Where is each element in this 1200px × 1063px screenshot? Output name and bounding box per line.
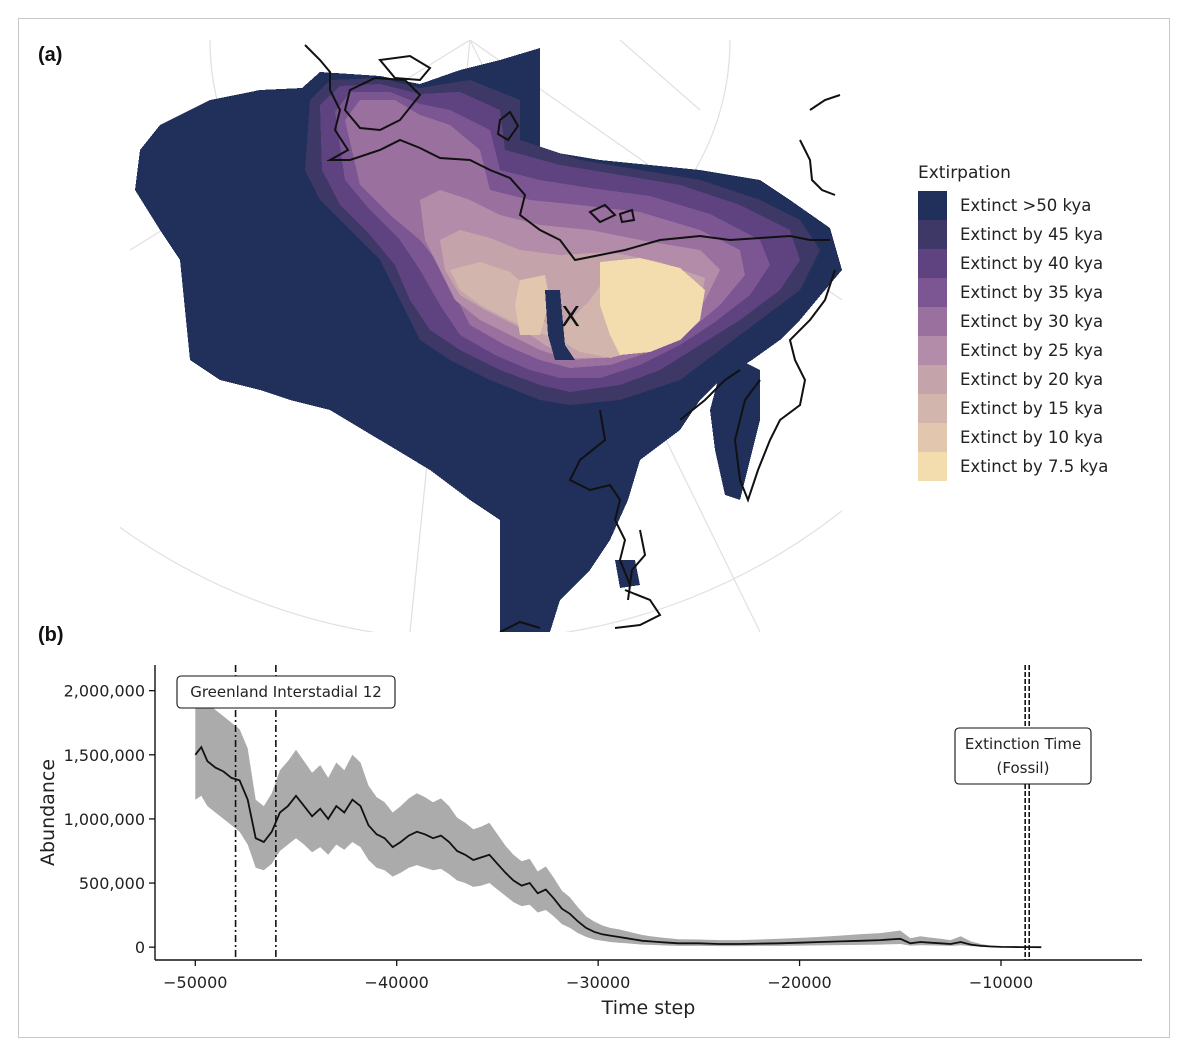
legend-label: Extinct by 25 kya xyxy=(960,341,1104,360)
legend-swatch xyxy=(918,336,947,365)
legend-label: Extinct by 20 kya xyxy=(960,370,1104,389)
legend-swatch xyxy=(918,278,947,307)
location-marker: X xyxy=(561,300,580,333)
coastlines xyxy=(304,44,841,632)
legend-swatch xyxy=(918,220,947,249)
figure-frame xyxy=(18,18,1170,1038)
x-axis-title: Time step xyxy=(601,997,696,1019)
y-tick-label: 0 xyxy=(135,938,145,957)
legend-label: Extinct by 30 kya xyxy=(960,312,1104,331)
y-tick-label: 2,000,000 xyxy=(64,682,145,701)
legend-item: Extinct by 7.5 kya xyxy=(918,452,1108,481)
legend-label: Extinct >50 kya xyxy=(960,196,1092,215)
legend-label: Extinct by 45 kya xyxy=(960,225,1104,244)
legend-swatch xyxy=(918,307,947,336)
y-tick-label: 1,000,000 xyxy=(64,810,145,829)
abundance-mean-line xyxy=(194,745,1042,949)
legend-swatch xyxy=(918,365,947,394)
x-tick-label: −40000 xyxy=(365,973,429,992)
legend-swatch xyxy=(918,394,947,423)
legend-title: Extirpation xyxy=(918,163,1011,183)
legend-item: Extinct by 40 kya xyxy=(918,249,1108,278)
x-tick-label: −10000 xyxy=(969,973,1033,992)
legend-item: Extinct by 20 kya xyxy=(918,365,1108,394)
annotation-box xyxy=(176,675,396,709)
legend-label: Extinct by 40 kya xyxy=(960,254,1104,273)
x-tick-label: −50000 xyxy=(163,973,227,992)
annotation-text: Greenland Interstadial 12 xyxy=(190,683,382,701)
zone-extinct-7-5kya xyxy=(600,258,705,355)
abundance-confidence-band xyxy=(195,690,1042,948)
legend-item: Extinct by 25 kya xyxy=(918,336,1108,365)
eastern-peninsula xyxy=(710,360,760,500)
legend-swatch xyxy=(918,191,947,220)
legend-item: Extinct by 35 kya xyxy=(918,278,1108,307)
legend-item: Extinct by 10 kya xyxy=(918,423,1108,452)
legend-swatch xyxy=(918,249,947,278)
legend-label: Extinct by 35 kya xyxy=(960,283,1104,302)
legend-item: Extinct by 30 kya xyxy=(918,307,1108,336)
x-tick-label: −30000 xyxy=(566,973,630,992)
y-axis-title: Abundance xyxy=(37,759,59,866)
legend-swatch xyxy=(918,423,947,452)
inland-dark-patch xyxy=(545,290,575,360)
legend-item: Extinct by 45 kya xyxy=(918,220,1108,249)
map-legend: Extirpation Extinct >50 kya Extinct by 45… xyxy=(918,163,1108,481)
annotation-box xyxy=(954,727,1092,785)
y-tick-label: 500,000 xyxy=(79,874,145,893)
legend-item: Extinct >50 kya xyxy=(918,191,1108,220)
legend-label: Extinct by 7.5 kya xyxy=(960,457,1109,476)
annotation-text: (Fossil) xyxy=(997,759,1050,777)
x-tick-label: −20000 xyxy=(767,973,831,992)
legend-label: Extinct by 10 kya xyxy=(960,428,1104,447)
legend-item: Extinct by 15 kya xyxy=(918,394,1108,423)
legend-label: Extinct by 15 kya xyxy=(960,399,1104,418)
y-tick-label: 1,500,000 xyxy=(64,746,145,765)
panel-a-label: (a) xyxy=(38,44,63,66)
annotation-text: Extinction Time xyxy=(965,735,1081,753)
zone-extinct-10kya xyxy=(515,275,550,335)
panel-b-label: (b) xyxy=(38,624,64,646)
legend-swatch xyxy=(918,452,947,481)
